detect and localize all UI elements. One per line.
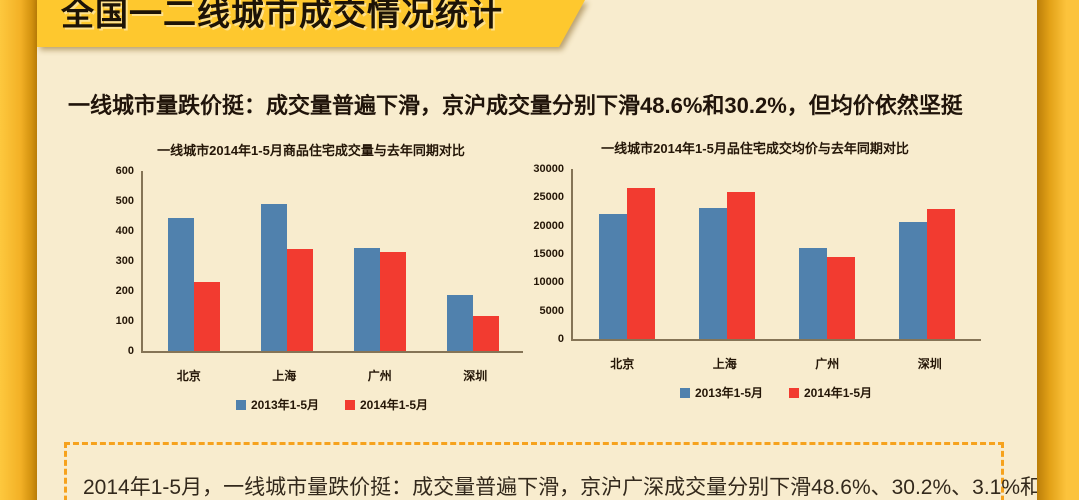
y-axis-tick-label: 0 [557, 332, 564, 345]
section-banner: 全国一二线城市成交情况统计 [37, 0, 585, 47]
y-axis-tick-label: 500 [115, 195, 134, 207]
summary-note: 2014年1-5月，一线城市量跌价挺：成交量普遍下滑，京沪广深成交量分别下滑48… [83, 476, 1079, 499]
y-axis-tick-label: 400 [115, 225, 134, 237]
section-banner-ribbon: 全国一二线城市成交情况统计 [37, 0, 585, 47]
plot-area [141, 171, 523, 353]
content-panel: 全国一二线城市成交情况统计 一线城市量跌价挺：成交量普遍下滑，京沪成交量分别下滑… [37, 0, 1079, 500]
legend-item: 2013年1-5月 [679, 384, 763, 401]
chart-body: 30000 25000 20000 15000 10000 5000 0 [529, 163, 981, 345]
bar-2013年1-5月-北京 [599, 214, 627, 339]
bar-group-深圳 [899, 169, 955, 339]
legend-item: 2014年1-5月 [789, 384, 872, 401]
legend-item: 2013年1-5月 [235, 396, 319, 413]
x-axis-labels: 北京 上海 广州 深圳 [571, 355, 981, 372]
x-axis-label-广州: 广州 [367, 369, 392, 383]
x-axis-label-上海: 上海 [272, 369, 297, 383]
y-axis-tick-label: 15000 [533, 247, 564, 260]
y-axis-tick-label: 20000 [533, 219, 564, 232]
bar-2014年1-5月-北京 [627, 187, 655, 339]
chart-legend: 2013年1-5月 2014年1-5月 [571, 384, 981, 401]
bar-group-广州 [799, 169, 855, 339]
legend-label: 2013年1-5月 [250, 398, 319, 412]
y-axis-tick-label: 0 [127, 345, 134, 357]
chart-legend: 2013年1-5月 2014年1-5月 [141, 396, 523, 413]
bar-2014年1-5月-上海 [727, 191, 755, 339]
bar-group-深圳 [446, 171, 499, 351]
bar-2013年1-5月-深圳 [446, 294, 473, 351]
bar-2014年1-5月-深圳 [472, 315, 499, 351]
bar-2013年1-5月-北京 [167, 217, 194, 351]
chart-body: 600 500 400 300 200 100 0 [99, 165, 523, 357]
x-axis-label-深圳: 深圳 [917, 357, 942, 371]
y-axis-tick-label: 600 [115, 165, 134, 177]
x-axis-label-北京: 北京 [610, 357, 635, 371]
y-axis-tick-label: 30000 [533, 163, 564, 175]
bar-2013年1-5月-广州 [353, 247, 380, 351]
bar-2014年1-5月-上海 [286, 249, 313, 351]
bar-2013年1-5月-广州 [799, 248, 827, 339]
page-right-fold [1037, 0, 1079, 500]
bar-2014年1-5月-北京 [193, 282, 220, 351]
y-axis: 30000 25000 20000 15000 10000 5000 0 [529, 163, 571, 345]
chart-title: 一线城市2014年1-5月商品住宅成交量与去年同期对比 [157, 143, 465, 158]
y-axis-tick-label: 300 [115, 255, 134, 267]
x-axis-labels: 北京 上海 广州 深圳 [141, 367, 523, 384]
bar-group-上海 [260, 171, 313, 351]
section-title: 全国一二线城市成交情况统计 [61, 0, 503, 32]
bar-group-北京 [167, 171, 220, 351]
legend-label: 2014年1-5月 [804, 386, 873, 400]
legend-swatch [235, 399, 246, 410]
bar-2014年1-5月-广州 [379, 252, 406, 351]
y-axis-tick-label: 200 [115, 285, 134, 297]
bar-group-上海 [699, 169, 755, 339]
headline: 一线城市量跌价挺：成交量普遍下滑，京沪成交量分别下滑48.6%和30.2%，但均… [68, 93, 963, 118]
price-comparison-chart: 一线城市2014年1-5月品住宅成交均价与去年同期对比 30000 25000 200… [529, 138, 981, 401]
y-axis-tick-label: 5000 [539, 304, 564, 317]
plot-area [571, 169, 981, 341]
legend-swatch [789, 387, 799, 398]
legend-label: 2014年1-5月 [360, 398, 429, 412]
legend-item: 2014年1-5月 [345, 396, 428, 413]
x-axis-label-深圳: 深圳 [463, 369, 488, 383]
bar-2014年1-5月-广州 [827, 256, 855, 339]
legend-swatch [679, 387, 690, 398]
legend-label: 2013年1-5月 [694, 386, 763, 400]
bar-2013年1-5月-上海 [260, 204, 287, 351]
bar-group-北京 [599, 169, 655, 339]
volume-comparison-chart: 一线城市2014年1-5月商品住宅成交量与去年同期对比 600 500 400 300 2… [99, 140, 523, 413]
summary-note-box: 2014年1-5月，一线城市量跌价挺：成交量普遍下滑，京沪广深成交量分别下滑48… [64, 442, 1079, 500]
y-axis-tick-label: 10000 [533, 276, 564, 289]
bar-group-广州 [353, 171, 406, 351]
page-left-fold [0, 0, 37, 500]
chart-title: 一线城市2014年1-5月品住宅成交均价与去年同期对比 [601, 141, 909, 156]
y-axis-tick-label: 100 [115, 315, 134, 327]
x-axis-label-上海: 上海 [712, 357, 737, 371]
x-axis-label-广州: 广州 [815, 357, 840, 371]
bar-2014年1-5月-深圳 [927, 208, 955, 339]
bar-2013年1-5月-深圳 [899, 222, 927, 339]
y-axis: 600 500 400 300 200 100 0 [99, 165, 141, 357]
y-axis-tick-label: 25000 [533, 191, 564, 204]
bar-2013年1-5月-上海 [699, 207, 727, 339]
x-axis-label-北京: 北京 [176, 369, 201, 383]
legend-swatch [345, 399, 355, 410]
